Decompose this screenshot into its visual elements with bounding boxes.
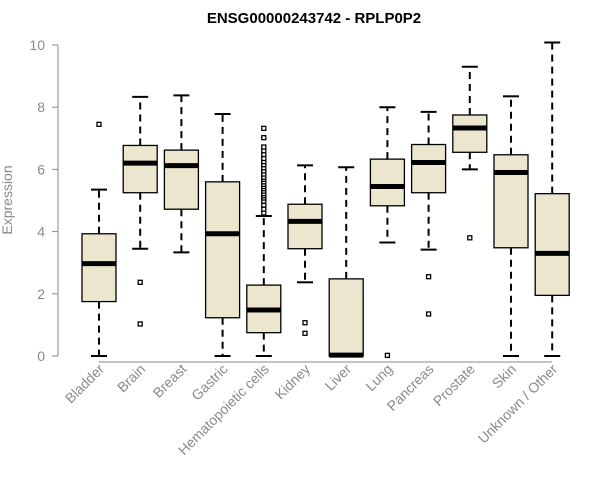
y-tick-label: 4 [37, 224, 45, 240]
x-tick-label: Brain [114, 361, 148, 395]
outlier-point [384, 352, 391, 359]
iqr-box [369, 158, 406, 207]
chart-title: ENSG00000243742 - RPLP0P2 [207, 10, 421, 27]
iqr-box [122, 144, 158, 194]
x-tick-label: Liver [322, 361, 355, 394]
outlier-point [261, 125, 267, 131]
outlier-point [425, 274, 432, 280]
iqr-box [287, 203, 323, 250]
box-brain [122, 95, 158, 327]
x-tick-label: Kidney [272, 361, 314, 403]
box-gastric [204, 113, 241, 357]
box-unknown-other [534, 41, 570, 357]
iqr-box [534, 193, 570, 297]
x-tick-label: Bladder [62, 361, 108, 407]
outlier-point [467, 235, 473, 241]
y-axis-label: Expression [0, 165, 15, 234]
x-tick-label: Lung [362, 361, 395, 394]
y-tick-label: 8 [37, 99, 45, 115]
iqr-box [452, 114, 488, 153]
iqr-box [410, 143, 447, 194]
iqr-box [81, 233, 117, 303]
outlier-point [137, 321, 143, 327]
box-breast [163, 94, 200, 254]
box-kidney [287, 164, 323, 336]
box-lung [369, 106, 406, 359]
boxes-layer [81, 41, 570, 359]
box-skin [493, 95, 529, 357]
y-tick-label: 10 [29, 37, 45, 53]
iqr-box [493, 154, 529, 249]
outlier-point [425, 311, 432, 317]
x-tick-label: Prostate [430, 361, 478, 409]
x-tick-label: Skin [489, 361, 520, 392]
y-tick-label: 0 [37, 348, 45, 364]
outlier-point [137, 279, 143, 285]
iqr-box [328, 278, 364, 357]
y-tick-label: 6 [37, 161, 45, 177]
box-hematopoietic-cells [246, 125, 282, 357]
box-pancreas [410, 110, 447, 317]
box-bladder [81, 121, 117, 357]
box-prostate [452, 65, 488, 241]
outlier-point [302, 320, 308, 326]
x-tick-label: Breast [150, 361, 190, 401]
outlier-point [261, 135, 267, 141]
outlier-point [261, 144, 267, 150]
outlier-point [302, 330, 308, 336]
y-tick-label: 2 [37, 286, 45, 302]
iqr-box [163, 149, 200, 210]
axes: 0 2 4 6 8 10 [29, 37, 553, 364]
iqr-box [204, 181, 241, 319]
box-liver [328, 166, 364, 358]
outlier-point [96, 121, 102, 127]
